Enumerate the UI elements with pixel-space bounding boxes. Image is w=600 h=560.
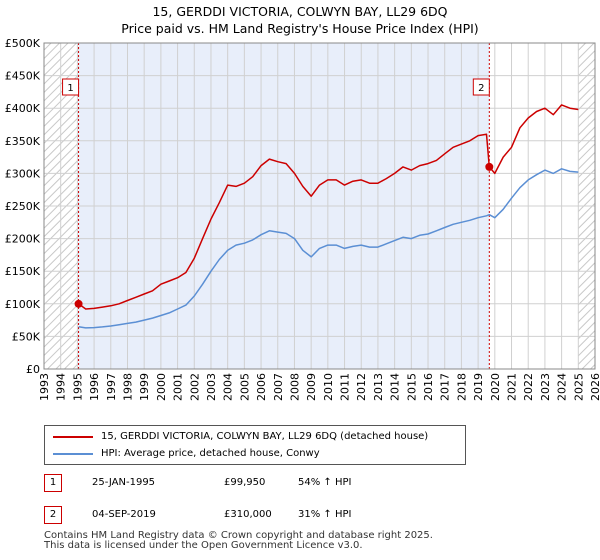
sale-price-2: £310,000: [224, 509, 272, 520]
y-tick-label: £200K: [5, 233, 41, 246]
x-tick-label: 2018: [455, 373, 468, 401]
x-tick-label: 2011: [339, 373, 352, 401]
x-tick-label: 2009: [305, 373, 318, 401]
y-tick-label: £350K: [5, 135, 41, 148]
x-tick-label: 2000: [155, 373, 168, 401]
footer-line-2: This data is licensed under the Open Gov…: [44, 540, 363, 551]
sale-label-box-1: [62, 78, 80, 96]
x-tick-label: 2021: [506, 373, 519, 401]
x-tick-label: 2022: [522, 373, 535, 401]
series-line-property: [78, 104, 579, 310]
x-tick-label: 2025: [572, 373, 585, 401]
sale-point-1: [74, 299, 83, 308]
sale-badge-2: 2: [44, 506, 62, 524]
x-tick-label: 2006: [255, 373, 268, 401]
chart-subtitle: Price paid vs. HM Land Registry's House …: [121, 21, 479, 36]
x-tick-label: 2005: [238, 373, 251, 401]
x-tick-label: 2019: [472, 373, 485, 401]
x-tick-label: 1997: [105, 373, 118, 401]
chart-title-block: 15, GERDDI VICTORIA, COLWYN BAY, LL29 6D…: [0, 3, 600, 37]
x-tick-label: 2026: [589, 373, 600, 401]
y-tick-label: £250K: [5, 200, 41, 213]
legend: 15, GERDDI VICTORIA, COLWYN BAY, LL29 6D…: [44, 425, 466, 465]
footer: Contains HM Land Registry data © Crown c…: [44, 531, 594, 551]
x-tick-label: 2003: [205, 373, 218, 401]
y-tick-label: £100K: [5, 298, 41, 311]
x-tick-label: 1996: [88, 373, 101, 401]
x-tick-label: 1995: [71, 373, 84, 401]
sale-date-2: 04-SEP-2019: [92, 509, 156, 520]
footer-line-1: Contains HM Land Registry data © Crown c…: [44, 530, 433, 541]
y-tick-label: £0: [26, 363, 40, 376]
y-tick-label: £150K: [5, 265, 41, 278]
price-chart: 1 2 £0 £50K £100K £150K £200K £250K £300K £350K £…: [5, 37, 600, 401]
y-tick-label: £300K: [5, 167, 41, 180]
x-tick-label: 1999: [138, 373, 151, 401]
legend-swatch-property: [53, 436, 93, 438]
x-tick-label: 2008: [288, 373, 301, 401]
sale-hpi-1: 54% ↑ HPI: [298, 477, 352, 488]
sale-hpi-2: 31% ↑ HPI: [298, 509, 352, 520]
chart-title: 15, GERDDI VICTORIA, COLWYN BAY, LL29 6D…: [152, 4, 448, 19]
legend-swatch-hpi: [53, 453, 93, 455]
series-line-hpi: [78, 168, 579, 329]
sale-label-1: 1: [67, 83, 73, 94]
y-tick-label: £450K: [5, 70, 41, 83]
x-tick-label: 2002: [188, 373, 201, 401]
legend-label-property: 15, GERDDI VICTORIA, COLWYN BAY, LL29 6D…: [101, 431, 429, 442]
x-tick-label: 2016: [422, 373, 435, 401]
sale-badge-1: 1: [44, 474, 62, 492]
sale-label-2: 2: [478, 83, 484, 94]
plot-frame: [43, 42, 596, 370]
sale-date-1: 25-JAN-1995: [92, 477, 156, 488]
x-tick-label: 1994: [55, 373, 68, 401]
x-tick-label: 2007: [272, 373, 285, 401]
x-tick-label: 2020: [489, 373, 502, 401]
x-tick-label: 2010: [322, 373, 335, 401]
legend-label-hpi: HPI: Average price, detached house, Conw…: [101, 448, 320, 459]
sale-point-2: [485, 162, 494, 171]
x-tick-label: 2001: [172, 373, 185, 401]
y-tick-label: £50K: [12, 330, 41, 343]
sale-price-1: £99,950: [224, 477, 266, 488]
x-tick-label: 2023: [539, 373, 552, 401]
x-tick-label: 2004: [222, 373, 235, 401]
x-tick-label: 1998: [121, 373, 134, 401]
x-tick-label: 1993: [38, 373, 51, 401]
x-tick-label: 2013: [372, 373, 385, 401]
x-tick-label: 2015: [405, 373, 418, 401]
x-tick-label: 2012: [355, 373, 368, 401]
x-tick-label: 2017: [439, 373, 452, 401]
x-tick-label: 2014: [389, 373, 402, 401]
y-tick-label: £500K: [5, 37, 41, 50]
y-tick-label: £400K: [5, 102, 41, 115]
x-tick-label: 2024: [556, 373, 569, 401]
sale-label-box-2: [472, 78, 490, 96]
